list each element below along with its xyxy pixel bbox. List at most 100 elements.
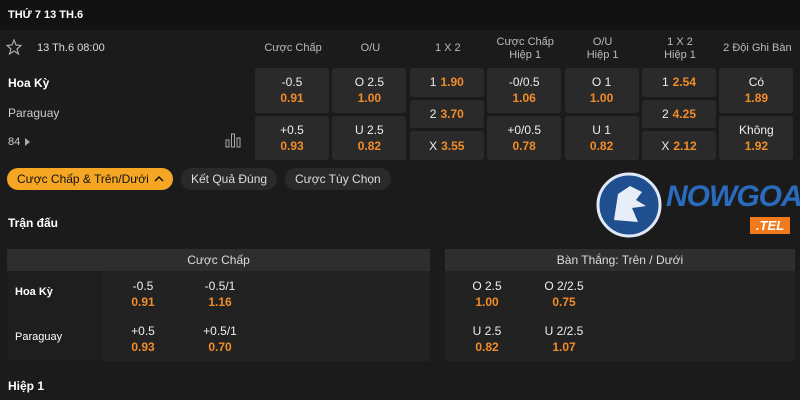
odds-label: 1: [661, 75, 669, 90]
odds-value: 1.07: [552, 340, 576, 354]
odds-value: 1.89: [744, 91, 769, 106]
odds-label: X: [429, 138, 438, 153]
odds-cell[interactable]: -0.5/1 1.16: [184, 276, 256, 312]
column-header: Cược Chấp Hiệp 1: [487, 36, 563, 62]
handicap-panel: Cược Chấp Hoa Kỳ -0.5 0.91 -0.5/1 1.16 Paragu…: [7, 249, 430, 361]
odds-cell[interactable]: Có 1.89: [719, 68, 794, 113]
tab[interactable]: Kết Quả Đúng: [181, 168, 278, 190]
odds-cell[interactable]: O 2/2.5 0.75: [528, 276, 600, 312]
column-header: O/U Hiệp 1: [565, 36, 641, 62]
tab[interactable]: Cược Chấp & Trên/Dưới: [7, 168, 173, 190]
odds-label: 2: [429, 106, 437, 121]
odds-label: 1: [429, 75, 437, 90]
footer-section: Hiệp 1: [8, 379, 45, 393]
odds-cell[interactable]: -0/0.5 1.06: [487, 68, 562, 113]
odds-value: 1.00: [357, 91, 382, 106]
odds-cell[interactable]: X 2.12: [642, 131, 716, 160]
team-column: [7, 271, 103, 361]
odds-label: U 2/2.5: [544, 324, 584, 338]
odds-label: U 2.5: [355, 122, 384, 137]
header-line: 1 X 2: [434, 42, 461, 54]
team-name: Paraguay: [15, 331, 63, 343]
team-name: Hoa Kỳ: [15, 286, 53, 298]
odds-value: 0.82: [475, 340, 499, 354]
header-line: O/U: [592, 36, 613, 48]
odds-label: -0.5: [281, 75, 303, 90]
odds-value: 2.12: [673, 138, 697, 153]
header-line: Hiệp 1: [664, 49, 696, 61]
odds-value: 1.90: [440, 75, 464, 90]
away-team: Paraguay: [8, 106, 60, 120]
header-line: Hiệp 1: [509, 49, 542, 61]
odds-value: 0.70: [208, 340, 232, 354]
column-header: 2 Đội Ghi Bàn: [719, 42, 795, 55]
odds-cell[interactable]: Không 1.92: [719, 115, 794, 160]
odds-cell[interactable]: 1 2.54: [642, 68, 716, 97]
odds-label: +0/0.5: [507, 122, 542, 137]
panel-title: Bàn Thắng: Trên / Dưới: [445, 249, 795, 271]
date-bar: THỨ 7 13 TH.6: [0, 0, 800, 30]
odds-label: -0.5/1: [204, 279, 236, 293]
odds-cell[interactable]: U 2.5 0.82: [451, 321, 523, 357]
column-header: 1 X 2 Hiệp 1: [642, 36, 718, 62]
column-header: 1 X 2: [410, 42, 486, 55]
odds-label: U 2.5: [472, 324, 502, 338]
odds-cell[interactable]: O 1 1.00: [564, 68, 639, 113]
odds-cell[interactable]: U 2.5 0.82: [332, 115, 407, 160]
odds-value: 1.92: [744, 138, 769, 153]
odds-cell[interactable]: 2 4.25: [642, 99, 716, 129]
odds-label: +0.5: [131, 324, 155, 338]
section-title: Trận đấu: [8, 216, 59, 230]
odds-value: 0.82: [357, 138, 382, 153]
odds-value: 0.78: [512, 138, 536, 153]
odds-cell[interactable]: +0.5 0.93: [255, 115, 329, 160]
odds-cell[interactable]: +0.5/1 0.70: [184, 321, 256, 357]
odds-value: 1.16: [208, 295, 232, 309]
logo-name: NOWGOAL: [666, 180, 800, 213]
odds-label: U 1: [592, 122, 611, 137]
odds-label: O 2.5: [472, 279, 502, 293]
odds-value: 1.00: [475, 295, 499, 309]
column-header: Cược Chấp: [255, 42, 331, 55]
star-icon[interactable]: [6, 39, 22, 55]
odds-value: 2.54: [672, 75, 697, 90]
odds-label: -0.5: [132, 279, 154, 293]
odds-cell[interactable]: U 2/2.5 1.07: [528, 321, 600, 357]
odds-value: 3.70: [440, 106, 464, 121]
panel-title: Cược Chấp: [7, 249, 430, 271]
odds-value: 3.55: [441, 138, 465, 153]
odds-label: 2: [661, 106, 669, 121]
odds-value: 1.00: [589, 91, 614, 106]
odds-cell[interactable]: -0.5 0.91: [255, 68, 329, 113]
odds-cell[interactable]: -0.5 0.91: [107, 276, 179, 312]
odds-value: 4.25: [672, 106, 697, 121]
odds-label: O 2.5: [354, 75, 385, 90]
header-line: Cược Chấp: [496, 36, 554, 48]
more-arrow: [25, 138, 30, 146]
odds-value: 0.91: [280, 91, 304, 106]
odds-cell[interactable]: O 2.5 1.00: [332, 68, 407, 113]
odds-cell[interactable]: +0/0.5 0.78: [487, 115, 562, 160]
tab[interactable]: Cược Tùy Chọn: [285, 168, 391, 190]
odds-cell[interactable]: 1 1.90: [409, 68, 484, 97]
home-team: Hoa Kỳ: [8, 76, 50, 90]
odds-label: X: [661, 138, 670, 153]
column-header: O/U: [332, 42, 408, 55]
match-time: 13 Th.6 08:00: [37, 42, 105, 54]
header-line: 2 Đội Ghi Bàn: [723, 42, 792, 54]
odds-value: 1.06: [512, 91, 536, 106]
more-markets[interactable]: 84: [8, 136, 21, 148]
odds-label: O 1: [591, 75, 612, 90]
odds-cell[interactable]: U 1 0.82: [564, 115, 639, 160]
odds-cell[interactable]: X 3.55: [409, 131, 484, 160]
odds-cell[interactable]: +0.5 0.93: [107, 321, 179, 357]
header-line: Hiệp 1: [586, 49, 619, 61]
odds-cell[interactable]: 2 3.70: [409, 99, 484, 129]
odds-cell[interactable]: O 2.5 1.00: [451, 276, 523, 312]
odds-label: Có: [748, 75, 765, 90]
logo-domain: .TEL: [750, 217, 791, 234]
logo-icon: [596, 172, 662, 238]
stats-icon[interactable]: [225, 132, 241, 148]
header-line: O/U: [360, 42, 381, 54]
header-line: 1 X 2: [667, 36, 693, 48]
